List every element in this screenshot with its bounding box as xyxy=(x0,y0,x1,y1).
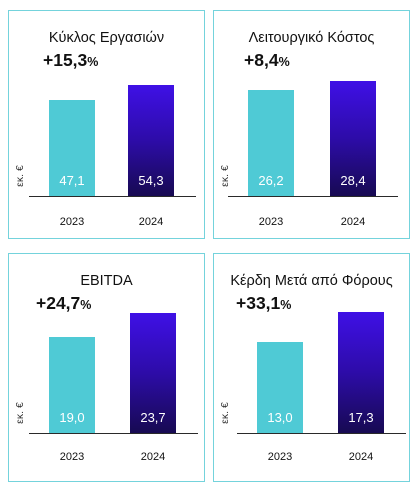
bar-2023: 47,1 xyxy=(49,100,95,196)
x-tick-label: 2023 xyxy=(59,451,85,463)
growth-percent-sign: % xyxy=(87,55,99,69)
bar-value-label: 19,0 xyxy=(59,410,85,425)
bar-value-label: 17,3 xyxy=(348,410,374,425)
growth-percent-sign: % xyxy=(278,55,290,69)
growth-value: +8,4 xyxy=(244,50,279,70)
panel-title: Κύκλος Εργασιών xyxy=(48,30,165,46)
x-tick-label: 2024 xyxy=(140,451,166,463)
x-tick-label: 2024 xyxy=(138,216,164,228)
x-tick-label: 2023 xyxy=(59,216,85,228)
bar-2024: 17,3 xyxy=(338,312,384,433)
growth-value: +33,1 xyxy=(236,293,281,313)
bar-2024: 23,7 xyxy=(130,313,176,433)
growth-percent-sign: % xyxy=(280,298,292,312)
x-axis-line xyxy=(237,433,406,434)
panel-title: Λειτουργικό Κόστος xyxy=(248,30,375,46)
kpi-panel: Λειτουργικό Κόστος +8,4% εκ. € 26,2 2023 28,4… xyxy=(213,10,410,239)
x-axis-line xyxy=(29,433,198,434)
kpi-panel: Κύκλος Εργασιών +15,3% εκ. € 47,1 2023 54,3 20… xyxy=(8,10,205,239)
growth-percentage: +8,4% xyxy=(244,50,290,71)
growth-percentage: +15,3% xyxy=(43,50,98,71)
growth-percentage: +24,7% xyxy=(36,293,91,314)
x-axis-line xyxy=(29,196,196,197)
x-tick-label: 2024 xyxy=(348,451,374,463)
y-axis-unit-label: εκ. € xyxy=(219,402,231,424)
bar-2024: 28,4 xyxy=(330,81,376,196)
growth-percent-sign: % xyxy=(80,298,92,312)
bar-value-label: 47,1 xyxy=(59,173,85,188)
growth-value: +24,7 xyxy=(36,293,81,313)
bar-value-label: 23,7 xyxy=(140,410,166,425)
bar-2024: 54,3 xyxy=(128,85,174,196)
bar-2023: 13,0 xyxy=(257,342,303,433)
x-tick-label: 2023 xyxy=(267,451,293,463)
bar-value-label: 54,3 xyxy=(138,173,164,188)
bar-value-label: 13,0 xyxy=(267,410,293,425)
panel-title: Κέρδη Μετά από Φόρους xyxy=(230,273,393,289)
growth-percentage: +33,1% xyxy=(236,293,291,314)
bar-value-label: 28,4 xyxy=(340,173,366,188)
y-axis-unit-label: εκ. € xyxy=(219,165,231,187)
growth-value: +15,3 xyxy=(43,50,88,70)
bar-2023: 26,2 xyxy=(248,90,294,196)
kpi-panel: Κέρδη Μετά από Φόρους +33,1% εκ. € 13,0 2023… xyxy=(213,253,410,482)
bar-value-label: 26,2 xyxy=(258,173,284,188)
y-axis-unit-label: εκ. € xyxy=(14,402,26,424)
kpi-panel: EBITDA +24,7% εκ. € 19,0 2023 23,7 2024 xyxy=(8,253,205,482)
bar-2023: 19,0 xyxy=(49,337,95,433)
x-tick-label: 2024 xyxy=(340,216,366,228)
x-axis-line xyxy=(228,196,398,197)
x-tick-label: 2023 xyxy=(258,216,284,228)
y-axis-unit-label: εκ. € xyxy=(14,165,26,187)
panel-title: EBITDA xyxy=(80,273,133,289)
